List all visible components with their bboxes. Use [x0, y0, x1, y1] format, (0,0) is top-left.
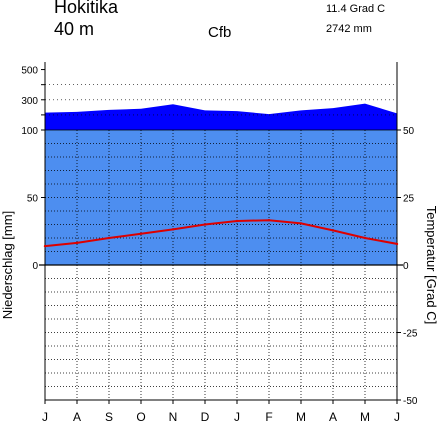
humid-period-fill: [45, 130, 397, 265]
station-name: Hokitika: [54, 0, 119, 17]
precip-tick-label: 0: [32, 261, 38, 272]
month-label: S: [105, 410, 113, 424]
temp-tick-label: -25: [403, 329, 418, 340]
temperature-point: [395, 242, 399, 246]
month-label: M: [296, 410, 306, 424]
precipitation-above-100-area: [45, 103, 397, 130]
temperature-point: [299, 222, 303, 225]
temperature-point: [331, 229, 335, 232]
month-label: A: [73, 410, 81, 424]
month-label: M: [360, 410, 370, 424]
temperature-point: [171, 228, 175, 231]
temperature-point: [75, 241, 79, 245]
month-label: O: [136, 410, 145, 424]
climate-classification: Cfb: [208, 24, 232, 41]
temperature-point: [107, 236, 111, 240]
temperature-point: [267, 218, 271, 222]
month-label: D: [201, 410, 210, 424]
temperature-point: [363, 236, 367, 240]
month-label: A: [329, 410, 337, 424]
temp-tick-label: 0: [403, 261, 409, 272]
temperature-point: [203, 223, 207, 226]
annual-precipitation: 2742 mm: [326, 23, 372, 35]
temperature-point: [139, 232, 143, 235]
station-elevation: 40 m: [54, 19, 95, 39]
precip-axis-title: Niederschlag [mm]: [0, 211, 15, 319]
temp-axis-title: Temperatur [Grad C]: [424, 206, 438, 325]
month-label: J: [394, 410, 400, 424]
precip-tick-label: 500: [21, 66, 38, 77]
axes: [39, 62, 403, 404]
temp-tick-label: 25: [403, 194, 415, 205]
temperature-series: [43, 218, 399, 248]
precip-tick-label: 50: [27, 194, 39, 205]
temp-tick-label: 50: [403, 126, 415, 137]
plot-background: [45, 103, 397, 265]
month-label: N: [169, 410, 178, 424]
temperature-line: [44, 219, 398, 248]
month-label: F: [265, 410, 272, 424]
precip-tick-label: 100: [21, 126, 38, 137]
temperature-point: [43, 244, 47, 248]
precip-tick-label: 300: [21, 96, 38, 107]
annual-temperature: 11.4 Grad C: [326, 3, 386, 15]
month-label: J: [42, 410, 48, 424]
temperature-point: [235, 219, 239, 223]
temp-tick-label: -50: [403, 396, 418, 407]
month-label: J: [234, 410, 240, 424]
